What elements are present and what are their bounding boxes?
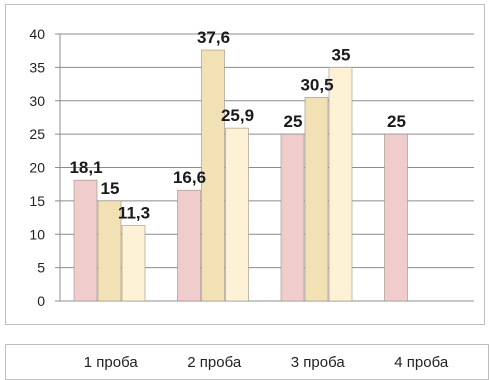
data-label: 11,3 [118, 204, 150, 223]
data-label: 25 [284, 112, 303, 131]
bars [73, 49, 408, 302]
data-label: 25,9 [221, 106, 254, 125]
y-tick-label: 35 [29, 59, 45, 75]
data-label: 25 [387, 112, 406, 131]
data-label: 30,5 [300, 75, 333, 94]
y-tick-label: 40 [29, 26, 45, 42]
data-labels: 18,1 16,6 25 25 15 37,6 30,5 11,3 25,9 35 [69, 28, 406, 223]
bar [121, 225, 146, 302]
bar [328, 67, 353, 302]
data-label: 18,1 [69, 158, 102, 177]
data-label: 15 [101, 179, 120, 198]
bar [177, 189, 201, 302]
category-label: 1 проба [83, 354, 138, 371]
y-tick-label: 30 [29, 93, 45, 109]
y-axis: 0 5 10 15 20 25 30 35 40 [29, 26, 61, 309]
y-tick-label: 0 [37, 293, 45, 309]
data-label: 16,6 [173, 168, 206, 187]
data-label: 37,6 [197, 28, 230, 47]
bar [280, 133, 305, 302]
data-label: 35 [332, 45, 351, 64]
y-tick-label: 15 [29, 193, 45, 209]
bar [225, 127, 249, 302]
y-tick-label: 25 [29, 126, 45, 142]
category-legend [5, 344, 489, 380]
y-tick-label: 20 [29, 160, 45, 176]
bar [201, 49, 225, 302]
bar [304, 97, 329, 302]
y-tick-label: 5 [37, 260, 45, 276]
y-tick-label: 10 [29, 226, 45, 242]
category-label: 4 проба [394, 354, 449, 371]
bar [73, 179, 98, 302]
category-label: 2 проба [187, 354, 242, 371]
bar [97, 200, 122, 302]
category-label: 3 проба [290, 354, 345, 371]
bar [384, 133, 408, 302]
